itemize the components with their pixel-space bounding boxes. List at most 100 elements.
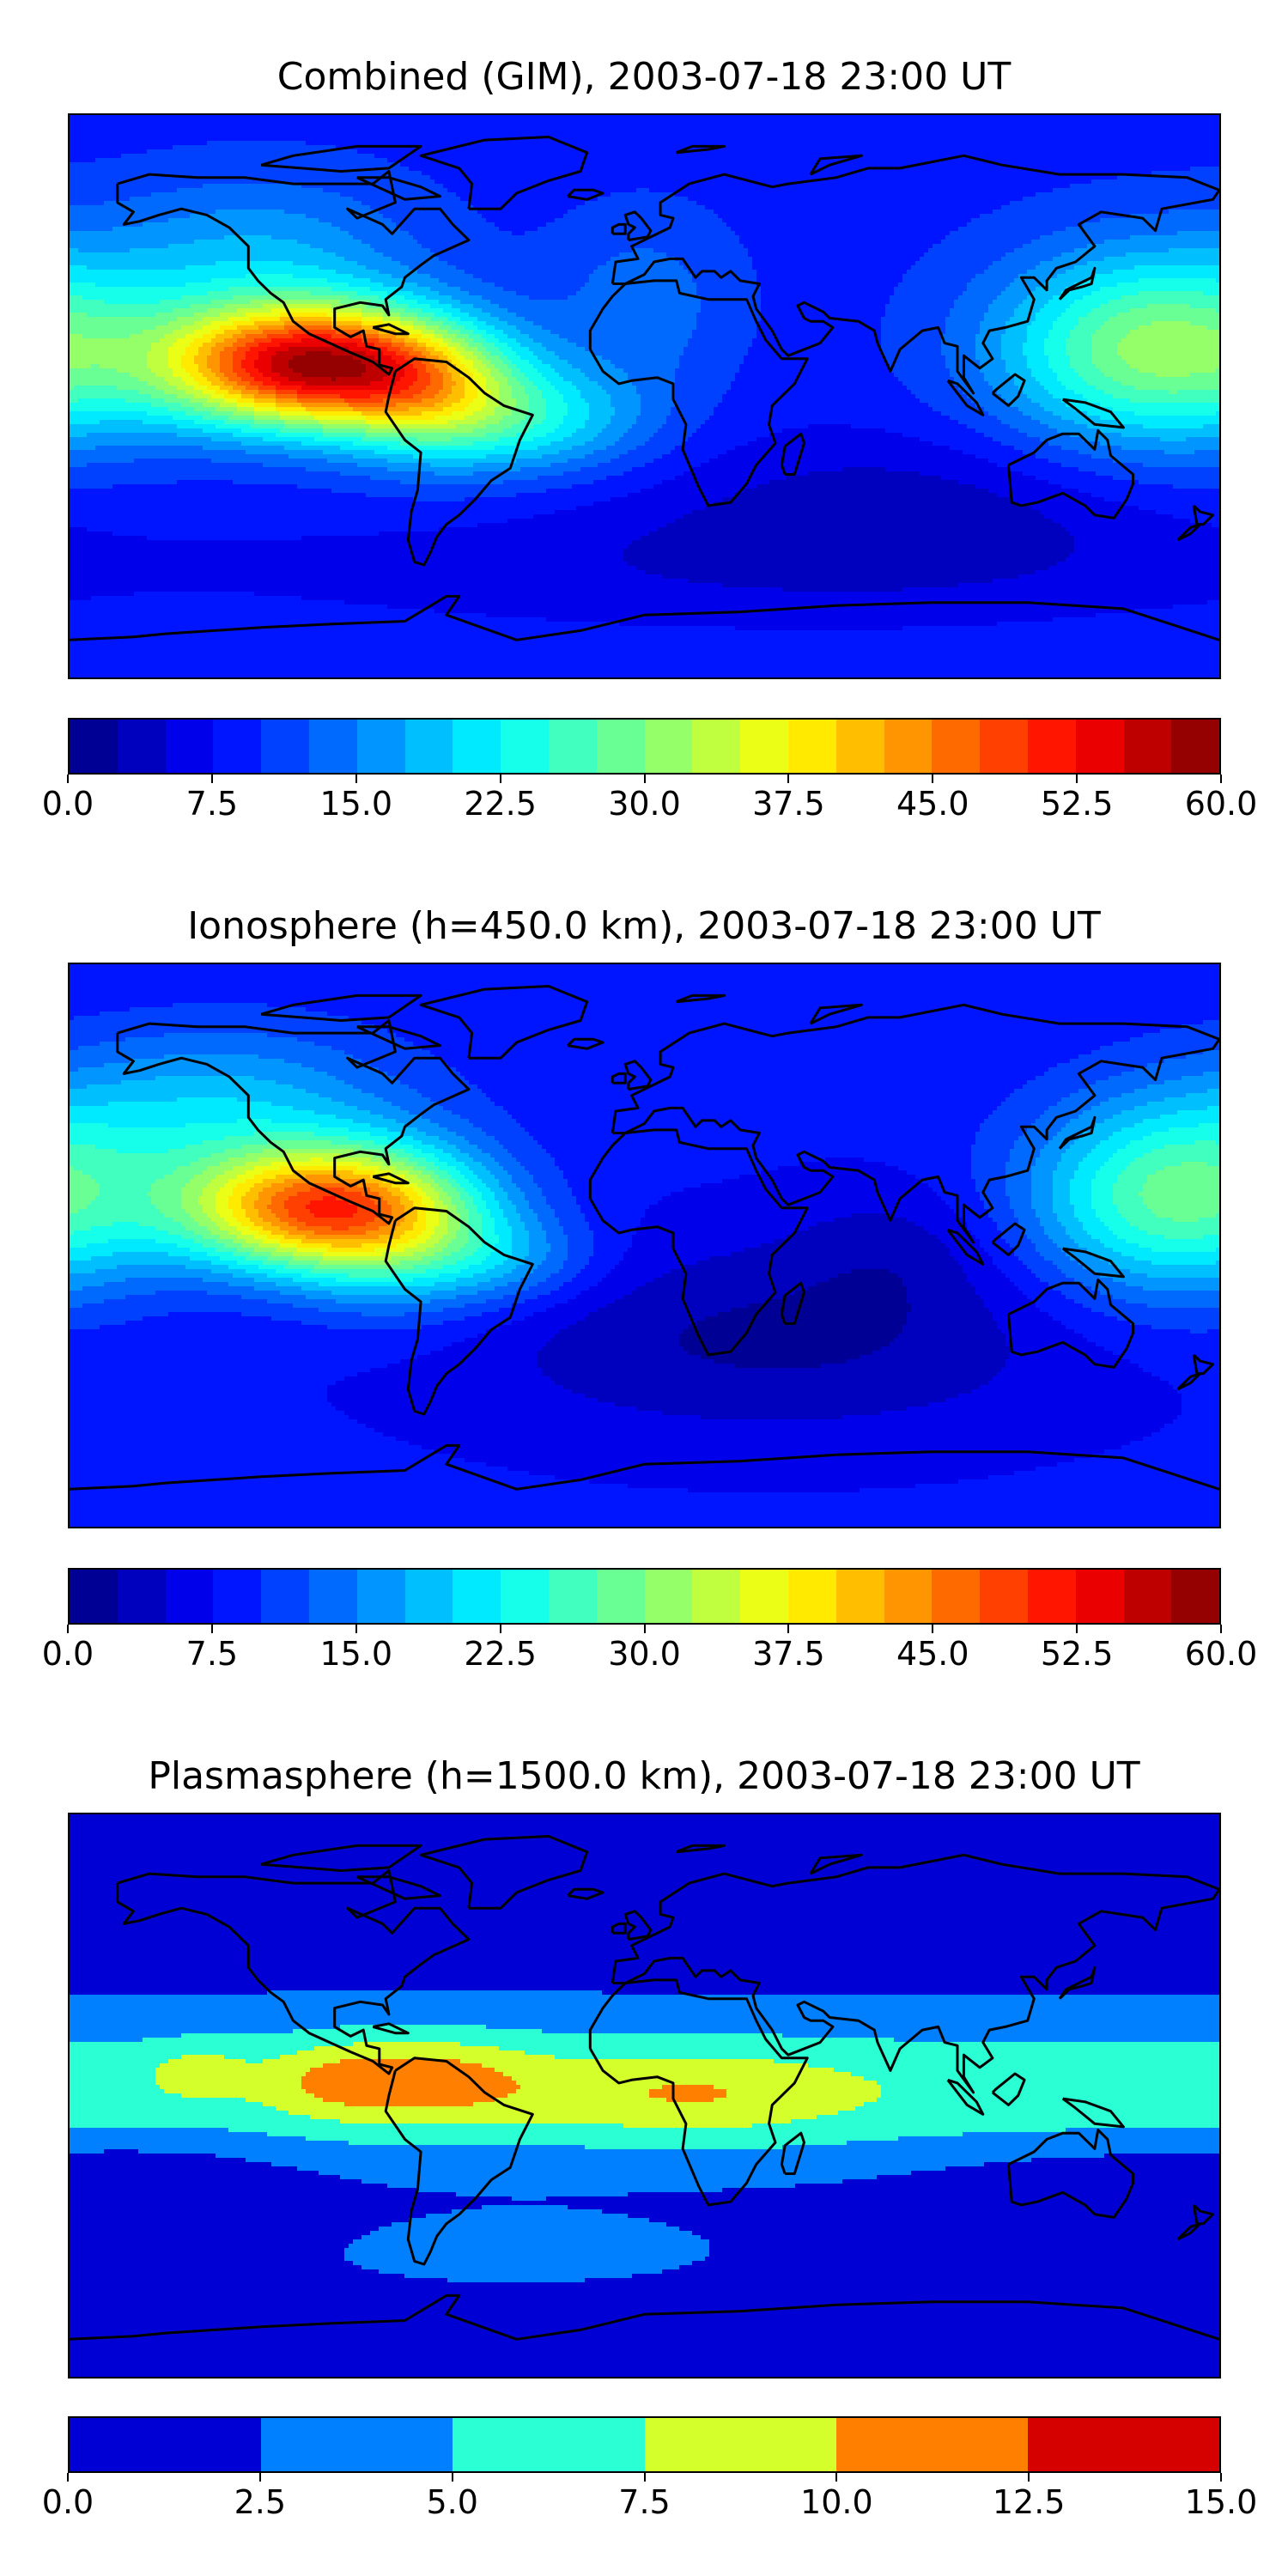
field-cell	[1109, 175, 1114, 180]
field-cell	[194, 124, 199, 129]
field-cell	[950, 141, 955, 146]
field-cell	[237, 167, 242, 172]
field-cell	[417, 141, 422, 146]
field-cell	[653, 124, 659, 129]
field-cell	[1010, 132, 1015, 137]
field-cell	[984, 188, 989, 193]
field-cell	[563, 132, 568, 137]
field-cell	[456, 192, 461, 197]
field-cell	[95, 149, 100, 155]
field-cell	[890, 132, 895, 137]
field-cell	[568, 132, 573, 137]
field-cell	[864, 171, 869, 176]
field-cell	[177, 188, 182, 193]
field-cell	[1010, 124, 1015, 129]
field-cell	[486, 188, 491, 193]
field-cell	[722, 119, 727, 125]
field-cell	[1053, 145, 1058, 150]
field-cell	[258, 149, 264, 155]
field-cell	[744, 171, 749, 176]
field-cell	[589, 162, 594, 167]
field-cell	[641, 179, 646, 185]
field-cell	[688, 119, 693, 125]
field-cell	[190, 141, 195, 146]
field-cell	[705, 171, 710, 176]
field-cell	[361, 192, 367, 197]
field-cell	[357, 141, 362, 146]
field-cell	[520, 124, 526, 129]
field-cell	[550, 154, 556, 159]
field-cell	[915, 137, 920, 142]
field-cell	[662, 167, 667, 172]
field-cell	[739, 188, 744, 193]
field-cell	[666, 124, 671, 129]
field-cell	[108, 128, 113, 133]
field-cell	[125, 137, 131, 142]
field-cell	[752, 188, 757, 193]
field-cell	[344, 141, 349, 146]
field-cell	[963, 128, 968, 133]
field-cell	[619, 188, 624, 193]
field-cell	[894, 128, 899, 133]
field-cell	[589, 119, 594, 125]
field-cell	[1147, 141, 1152, 146]
field-cell	[735, 137, 740, 142]
field-cell	[911, 132, 916, 137]
field-cell	[988, 188, 993, 193]
field-cell	[1173, 171, 1178, 176]
field-cell	[95, 124, 100, 129]
field-cell	[705, 154, 710, 159]
field-cell	[752, 132, 757, 137]
field-cell	[641, 132, 646, 137]
field-cell	[662, 188, 667, 193]
field-cell	[254, 115, 259, 120]
field-cell	[1169, 154, 1174, 159]
field-cell	[911, 128, 916, 133]
field-cell	[121, 124, 126, 129]
field-cell	[555, 124, 560, 129]
field-cell	[297, 128, 302, 133]
field-cell	[1199, 154, 1204, 159]
field-cell	[503, 158, 508, 163]
field-cell	[890, 154, 895, 159]
field-cell	[692, 128, 697, 133]
field-cell	[151, 179, 156, 185]
field-cell	[924, 149, 929, 155]
field-cell	[726, 184, 732, 189]
field-cell	[817, 149, 822, 155]
field-cell	[1173, 167, 1178, 172]
field-cell	[82, 137, 88, 142]
field-cell	[516, 119, 521, 125]
field-cell	[683, 162, 689, 167]
field-cell	[993, 179, 998, 185]
field-cell	[452, 179, 457, 185]
field-cell	[413, 115, 418, 120]
field-cell	[748, 119, 753, 125]
field-cell	[263, 132, 268, 137]
field-cell	[155, 119, 161, 125]
field-cell	[649, 154, 654, 159]
field-cell	[795, 184, 800, 189]
field-cell	[254, 167, 259, 172]
field-cell	[383, 124, 388, 129]
field-cell	[945, 132, 951, 137]
field-cell	[950, 162, 955, 167]
field-cell	[705, 158, 710, 163]
field-cell	[864, 115, 869, 120]
field-cell	[490, 149, 495, 155]
field-cell	[726, 162, 732, 167]
field-cell	[628, 137, 633, 142]
field-cell	[885, 128, 890, 133]
field-cell	[241, 162, 246, 167]
field-cell	[658, 162, 663, 167]
field-cell	[177, 154, 182, 159]
field-cell	[173, 132, 178, 137]
field-cell	[606, 158, 611, 163]
field-cell	[134, 179, 139, 185]
field-cell	[632, 192, 637, 197]
field-cell	[138, 119, 143, 125]
field-cell	[855, 132, 860, 137]
field-cell	[400, 175, 405, 180]
field-cell	[945, 145, 951, 150]
field-cell	[1186, 137, 1191, 142]
